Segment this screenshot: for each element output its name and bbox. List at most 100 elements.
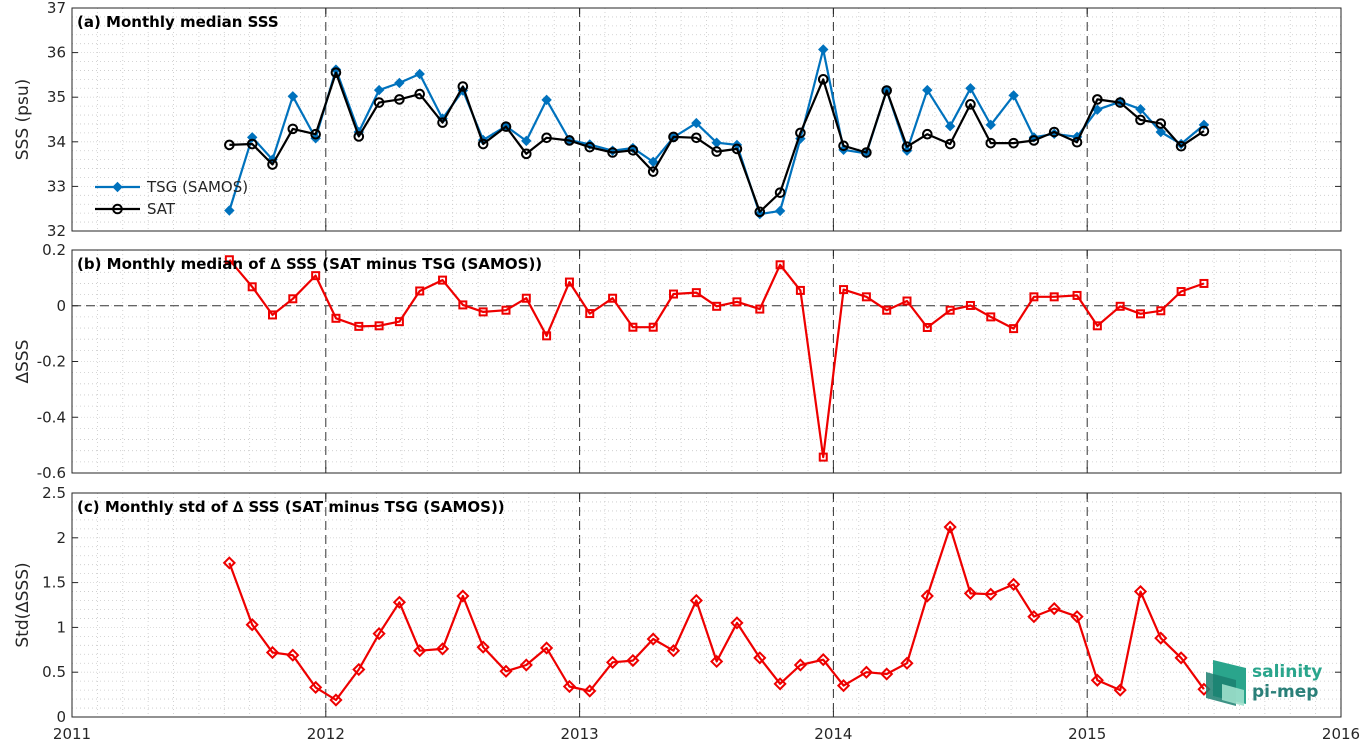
data-point: [585, 309, 595, 319]
data-point: [818, 452, 828, 462]
y-tick-label: 1.5: [42, 574, 66, 592]
data-point: [795, 127, 806, 139]
data-point: [247, 282, 257, 292]
data-point: [562, 679, 577, 694]
data-point: [900, 656, 914, 670]
data-point: [310, 128, 321, 140]
data-point: [627, 144, 639, 156]
data-point: [943, 520, 957, 534]
data-point: [861, 147, 872, 158]
data-point: [607, 147, 618, 158]
y-tick-label: 1: [56, 618, 66, 636]
data-point: [329, 693, 343, 707]
data-point: [774, 187, 786, 198]
y-tick-label: 35: [47, 88, 66, 106]
grid: [72, 8, 1341, 231]
data-point: [246, 138, 258, 150]
data-point: [415, 286, 425, 296]
data-point: [730, 616, 744, 630]
data-point: [1154, 631, 1168, 645]
panel-a: 32 33 34 35 36 37 (a) Monthly median SSS SSS (p…: [13, 0, 1342, 240]
data-point: [880, 667, 894, 681]
data-point: [374, 321, 384, 331]
data-point: [691, 288, 701, 298]
data-point: [372, 627, 386, 641]
data-point: [965, 99, 976, 110]
data-point: [1133, 584, 1148, 599]
data-point: [564, 277, 574, 287]
data-point: [1047, 601, 1061, 616]
legend-marker: [112, 203, 123, 215]
y-tick-label: 0.5: [42, 663, 66, 681]
data-point: [353, 131, 365, 142]
data-point: [542, 331, 552, 341]
legend-marker: [112, 181, 123, 193]
data-point: [521, 293, 531, 303]
y-tick-label: 34: [47, 133, 66, 151]
data-point: [394, 317, 404, 327]
y-tick-label: 0.2: [42, 241, 66, 259]
data-point: [1028, 135, 1040, 146]
series-line: [228, 259, 1205, 459]
data-point: [373, 84, 385, 96]
data-point: [646, 632, 660, 646]
y-tick-label: -0.4: [37, 408, 66, 426]
legend: TSG (SAMOS) SAT: [95, 178, 248, 218]
y-tick-label: 0: [56, 708, 66, 726]
data-point: [267, 159, 278, 170]
data-point: [711, 146, 722, 157]
data-point: [414, 88, 426, 100]
data-point: [648, 322, 658, 332]
data-point: [245, 618, 259, 632]
plot-area: [72, 250, 1341, 473]
x-tick-label: 2011: [53, 725, 91, 743]
data-point: [945, 305, 955, 315]
data-point: [755, 304, 765, 314]
data-point: [457, 81, 469, 92]
data-point: [1135, 104, 1146, 115]
legend-entry: TSG (SAMOS): [146, 178, 248, 196]
data-point: [985, 137, 997, 149]
data-point: [1115, 301, 1125, 311]
data-point: [922, 84, 933, 96]
data-point: [435, 642, 450, 656]
plot-area: [72, 8, 1341, 231]
data-point: [288, 294, 298, 304]
data-point: [458, 300, 468, 310]
data-point: [437, 117, 448, 128]
data-point: [944, 138, 956, 150]
data-point: [224, 205, 235, 216]
data-point: [541, 94, 552, 106]
data-point: [712, 301, 722, 311]
data-point: [793, 658, 808, 672]
axes-frame: [71, 7, 1342, 232]
legend-entry: SAT: [147, 200, 176, 218]
data-point: [773, 677, 787, 691]
data-point: [986, 312, 996, 322]
data-point: [224, 139, 235, 151]
y-tick-label: 2.5: [42, 484, 66, 502]
data-point: [775, 260, 785, 270]
data-point: [583, 684, 597, 698]
data-point: [1156, 306, 1166, 316]
data-point: [268, 310, 278, 320]
data-point: [541, 132, 552, 144]
y-axis-label: Std(∆SSS): [13, 562, 33, 647]
y-axis-label: ∆SSS: [13, 340, 33, 385]
data-point: [1072, 290, 1082, 300]
data-point: [753, 651, 767, 665]
data-point: [882, 305, 892, 315]
data-point: [352, 662, 366, 677]
panel-title: (a) Monthly median SSS: [77, 13, 279, 31]
data-point: [689, 593, 703, 608]
data-point: [413, 644, 427, 658]
y-tick-label: 2: [56, 529, 66, 547]
data-point: [922, 128, 933, 140]
data-point: [984, 587, 998, 601]
series-sat: [224, 67, 1210, 218]
data-point: [311, 271, 321, 281]
data-point: [584, 141, 596, 153]
data-point: [373, 97, 385, 108]
y-tick-label: 0: [56, 297, 66, 315]
